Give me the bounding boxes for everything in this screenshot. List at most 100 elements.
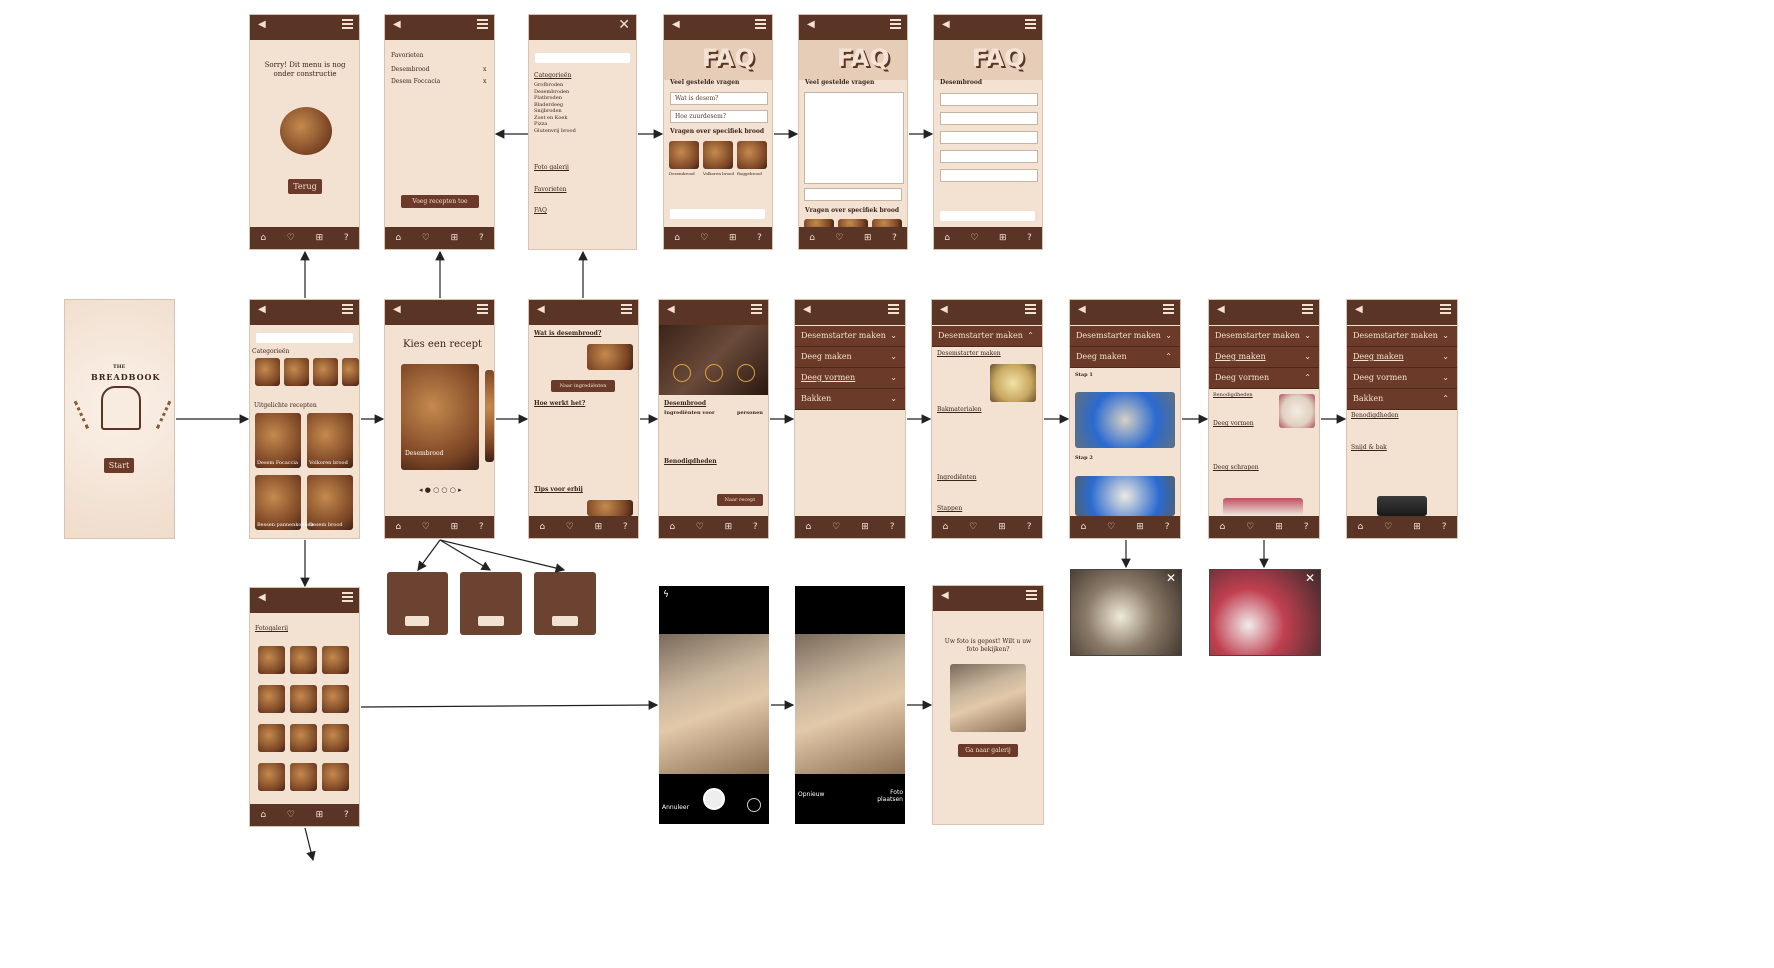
category-thumb[interactable] <box>313 358 338 386</box>
accordion-dough[interactable]: Deeg maken ⌄ <box>1209 347 1319 368</box>
menu-icon[interactable] <box>342 19 353 29</box>
home-icon[interactable]: ⌂ <box>674 233 680 243</box>
heart-icon[interactable]: ♡ <box>1384 522 1393 532</box>
home-icon[interactable]: ⌂ <box>669 522 676 532</box>
back-button[interactable]: Terug <box>288 179 322 194</box>
recipe-card[interactable] <box>307 475 353 530</box>
faq-question-dropdown[interactable] <box>804 188 902 201</box>
help-icon[interactable]: ? <box>756 233 762 243</box>
help-icon[interactable]: ? <box>343 233 349 243</box>
heart-icon[interactable]: ♡ <box>286 810 295 820</box>
gallery-photo[interactable] <box>258 763 285 791</box>
faq-question-dropdown[interactable]: Hoe zuurdesem? <box>670 110 768 123</box>
faq-question-dropdown[interactable] <box>940 150 1038 163</box>
gallery-photo[interactable] <box>258 646 285 674</box>
back-icon[interactable]: ◀ <box>393 19 401 30</box>
grid-icon[interactable]: ⊞ <box>998 233 1007 243</box>
retry-button[interactable]: Opnieuw <box>798 791 825 798</box>
search-input[interactable] <box>940 211 1035 221</box>
accordion-bake[interactable]: Bakken ⌄ <box>795 389 905 410</box>
bread-thumb[interactable] <box>804 219 834 229</box>
back-icon[interactable]: ◀ <box>258 592 266 603</box>
gallery-photo[interactable] <box>322 763 349 791</box>
heart-icon[interactable]: ♡ <box>695 522 704 532</box>
accordion-shape[interactable]: Deeg vormen ⌄ <box>795 368 905 389</box>
menu-icon[interactable] <box>888 304 899 314</box>
back-icon[interactable]: ◀ <box>258 19 266 30</box>
home-icon[interactable]: ⌂ <box>395 233 402 243</box>
grid-icon[interactable]: ⊞ <box>450 522 459 532</box>
recipe-card[interactable] <box>255 413 301 468</box>
help-icon[interactable]: ? <box>622 522 628 532</box>
grid-icon[interactable]: ⊞ <box>315 810 324 820</box>
home-icon[interactable]: ⌂ <box>1219 522 1226 532</box>
recipe-card[interactable] <box>307 413 353 468</box>
category-thumb[interactable] <box>255 358 280 386</box>
help-icon[interactable]: ? <box>1303 522 1309 532</box>
modal-button[interactable] <box>405 616 429 626</box>
heart-icon[interactable]: ♡ <box>286 233 295 243</box>
shutter-button[interactable] <box>703 788 725 810</box>
grid-icon[interactable]: ⊞ <box>998 522 1006 532</box>
heart-icon[interactable]: ♡ <box>421 233 430 243</box>
home-icon[interactable]: ⌂ <box>809 233 815 243</box>
back-icon[interactable]: ◀ <box>942 19 950 30</box>
recipe-carousel-card[interactable] <box>401 364 479 470</box>
category-item[interactable]: Bladerdeeg <box>534 101 564 108</box>
home-icon[interactable]: ⌂ <box>260 233 267 243</box>
search-input[interactable] <box>670 209 765 219</box>
help-icon[interactable]: ? <box>752 522 758 532</box>
gallery-photo[interactable] <box>322 724 349 752</box>
back-icon[interactable]: ◀ <box>941 590 949 601</box>
grid-icon[interactable]: ⊞ <box>315 233 324 243</box>
category-item[interactable]: Glutenvrij brood <box>534 127 576 134</box>
switch-camera-icon[interactable] <box>747 798 761 812</box>
help-icon[interactable]: ? <box>478 233 484 243</box>
category-item[interactable]: Zoet en Koek <box>534 114 568 121</box>
gallery-photo[interactable] <box>322 646 349 674</box>
home-icon[interactable]: ⌂ <box>260 810 267 820</box>
faq-question-dropdown[interactable] <box>940 169 1038 182</box>
category-thumb[interactable] <box>284 358 309 386</box>
search-input[interactable] <box>256 333 353 343</box>
gallery-photo[interactable] <box>322 685 349 713</box>
home-icon[interactable]: ⌂ <box>539 522 546 532</box>
accordion-shape[interactable]: Deeg vormen ⌄ <box>1347 368 1457 389</box>
heart-icon[interactable]: ♡ <box>565 522 574 532</box>
menu-item-gallery[interactable]: Foto galerij <box>534 164 569 171</box>
back-icon[interactable]: ◀ <box>807 19 815 30</box>
home-icon[interactable]: ⌂ <box>395 522 402 532</box>
back-icon[interactable]: ◀ <box>1355 304 1363 315</box>
accordion-starter[interactable]: Desemstarter maken ⌄ <box>1347 326 1457 347</box>
gallery-photo[interactable] <box>290 685 317 713</box>
gallery-photo[interactable] <box>290 646 317 674</box>
help-icon[interactable]: ? <box>478 522 484 532</box>
heart-icon[interactable]: ♡ <box>1107 522 1116 532</box>
menu-icon[interactable] <box>342 592 353 602</box>
grid-icon[interactable]: ⊞ <box>724 522 733 532</box>
back-icon[interactable]: ◀ <box>393 304 401 315</box>
menu-item-favorites[interactable]: Favorieten <box>534 186 567 193</box>
to-recipe-button[interactable]: Naar recept <box>717 494 763 506</box>
menu-item-faq[interactable]: FAQ <box>534 207 547 214</box>
back-icon[interactable]: ◀ <box>672 19 680 30</box>
add-recipes-button[interactable]: Voeg recepten toe <box>401 195 479 208</box>
gallery-photo[interactable] <box>258 724 285 752</box>
bread-thumb[interactable] <box>669 141 699 169</box>
heart-icon[interactable]: ♡ <box>969 522 978 532</box>
gallery-photo[interactable] <box>290 763 317 791</box>
accordion-shape-open[interactable]: Deeg vormen ⌃ <box>1209 368 1319 389</box>
modal-button[interactable] <box>478 616 504 626</box>
favorite-item[interactable]: Desembrood <box>391 66 430 73</box>
menu-icon[interactable] <box>1302 304 1313 314</box>
recipe-card[interactable] <box>255 475 301 530</box>
grid-icon[interactable]: ⊞ <box>594 522 603 532</box>
help-icon[interactable]: ? <box>1164 522 1170 532</box>
back-icon[interactable]: ◀ <box>940 304 948 315</box>
back-icon[interactable]: ◀ <box>667 304 675 315</box>
category-item[interactable]: Platbroden <box>534 95 562 101</box>
home-icon[interactable]: ⌂ <box>1080 522 1087 532</box>
home-icon[interactable]: ⌂ <box>944 233 950 243</box>
faq-question-dropdown[interactable]: Wat is desem? <box>670 92 768 105</box>
bread-thumb[interactable] <box>737 141 767 169</box>
